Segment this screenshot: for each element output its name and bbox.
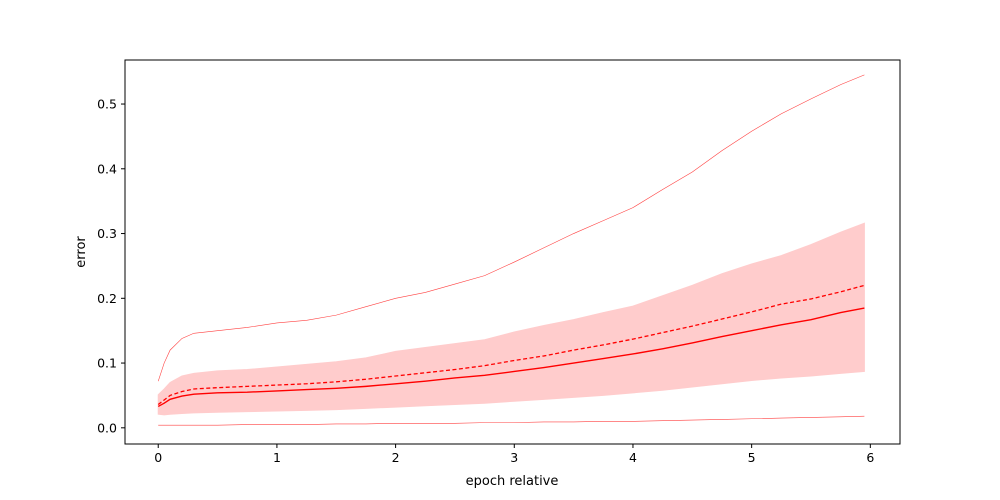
confidence-band [157,222,865,416]
band-area [157,222,865,416]
x-axis-label: epoch relative [466,474,559,489]
y-axis-ticks: 0.0 0.1 0.2 0.3 0.4 0.5 [97,97,125,435]
y-tick-label: 0.0 [97,420,117,435]
x-tick-label: 6 [866,450,874,465]
mean-line [157,307,865,408]
y-tick-label: 0.1 [97,356,117,371]
x-axis-ticks: 0 1 2 3 4 5 6 [154,444,874,465]
axes-frame [124,59,901,445]
y-tick-label: 0.2 [97,291,117,306]
x-tick-label: 0 [154,450,162,465]
upper-envelope-line [157,74,865,382]
y-tick-label: 0.3 [97,226,117,241]
x-tick-label: 1 [273,450,281,465]
y-tick-label: 0.4 [97,161,117,176]
x-tick-label: 5 [748,450,756,465]
x-tick-label: 3 [510,450,518,465]
y-tick-label: 0.5 [97,97,117,112]
y-axis-label: error [74,236,89,268]
lower-envelope-line [158,415,865,426]
x-tick-label: 4 [629,450,637,465]
x-tick-label: 2 [392,450,400,465]
series-lines [157,74,865,426]
dashed-line [157,284,865,406]
